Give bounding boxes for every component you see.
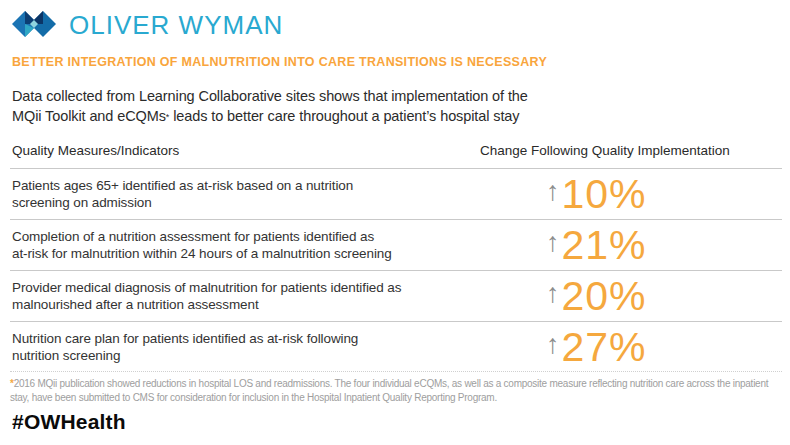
measure-description: Completion of a nutrition assessment for… [12,228,478,263]
change-value: ↑ 21% [546,226,647,265]
column-header-measures: Quality Measures/Indicators [12,143,478,158]
oliver-wyman-logo-mark-icon [12,9,56,39]
table-row: Nutrition care plan for patients identif… [10,321,782,372]
measure-description: Nutrition care plan for patients identif… [12,330,478,365]
up-arrow-icon: ↑ [546,280,560,307]
up-arrow-icon: ↑ [546,331,560,358]
slide-page: OLIVER WYMAN BETTER INTEGRATION OF MALNU… [0,0,790,445]
slide-title: BETTER INTEGRATION OF MALNUTRITION INTO … [12,55,780,69]
percent-value: 21% [562,226,647,265]
percent-value: 10% [562,175,647,214]
table-header-row: Quality Measures/Indicators Change Follo… [10,139,782,168]
up-arrow-icon: ↑ [546,229,560,256]
footnote-marker: * [166,112,169,122]
footnote: *2016 MQii publication showed reductions… [10,371,782,405]
table-row: Patients ages 65+ identified as at-risk … [10,168,782,219]
table-row: Completion of a nutrition assessment for… [10,219,782,270]
percent-value: 27% [562,328,647,367]
change-value: ↑ 20% [546,277,647,316]
footnote-line2: stay, have been submitted to CMS for con… [10,391,782,405]
intro-paragraph: Data collected from Learning Collaborati… [12,87,528,126]
owhealth-hashtag: #OWHealth [12,410,126,434]
column-header-change: Change Following Quality Implementation [480,143,730,158]
measure-description: Patients ages 65+ identified as at-risk … [12,177,478,212]
measure-description: Provider medical diagnosis of malnutriti… [12,279,478,314]
up-arrow-icon: ↑ [546,178,560,205]
table-row: Provider medical diagnosis of malnutriti… [10,270,782,321]
percent-value: 20% [562,277,647,316]
change-value: ↑ 10% [546,175,647,214]
footnote-line1: *2016 MQii publication showed reductions… [10,377,782,391]
intro-line2-start: MQii Toolkit and eCQMs [12,108,166,124]
oliver-wyman-wordmark: OLIVER WYMAN [69,10,283,38]
intro-line1: Data collected from Learning Collaborati… [12,88,528,104]
oliver-wyman-logo: OLIVER WYMAN [12,8,283,40]
intro-line2-end: leads to better care throughout a patien… [169,108,519,124]
change-value: ↑ 27% [546,328,647,367]
quality-measures-table: Quality Measures/Indicators Change Follo… [10,139,782,372]
